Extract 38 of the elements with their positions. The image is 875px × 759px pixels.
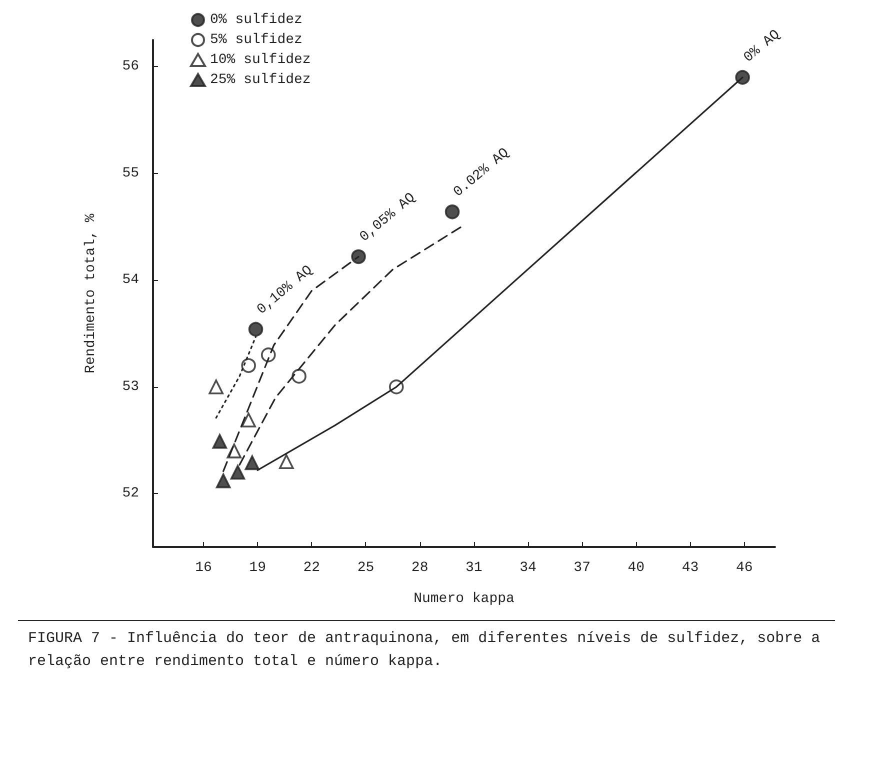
x-tick-label: 31 <box>466 560 482 576</box>
point <box>261 347 276 362</box>
point <box>735 70 750 85</box>
legend-label: 0% sulfidez <box>210 12 302 28</box>
x-tick-label: 22 <box>303 560 320 576</box>
point <box>279 454 294 470</box>
legend-label: 5% sulfidez <box>210 32 302 48</box>
point <box>351 249 366 264</box>
y-tick-label: 53 <box>122 378 139 395</box>
x-tick-label: 46 <box>736 560 753 576</box>
point <box>244 455 260 470</box>
x-tick-label: 34 <box>520 560 536 576</box>
x-tick-label: 28 <box>411 560 428 576</box>
x-tick-label: 25 <box>357 560 374 576</box>
point <box>444 204 460 220</box>
point <box>241 412 256 428</box>
y-tick-label: 56 <box>122 58 139 75</box>
x-tick-label: 19 <box>249 560 266 576</box>
point <box>212 434 228 449</box>
legend-label: 10% sulfidez <box>210 52 311 68</box>
point <box>230 464 246 480</box>
x-axis-title: Numero kappa <box>414 591 514 607</box>
x-tick-label: 40 <box>628 560 645 576</box>
point <box>208 379 224 394</box>
point <box>248 322 264 337</box>
x-tick-label: 37 <box>574 560 590 576</box>
point <box>241 358 256 373</box>
annotation: 0% AQ <box>740 26 784 66</box>
x-tick-label: 43 <box>682 560 699 576</box>
x-tick-label: 16 <box>195 560 212 576</box>
point <box>292 368 306 384</box>
y-tick-label: 52 <box>122 486 139 502</box>
y-tick-label: 54 <box>122 272 139 288</box>
legend-label: 25% sulfidez <box>210 72 311 88</box>
text: FIGURA 7 - Influência do teor de antraquinona, em diferentes níveis de sulfidez, sobre a relação entre rendimento total e número kappa. <box>18 620 835 680</box>
y-axis-title: Rendimento total, % <box>83 213 99 374</box>
y-tick-label: 55 <box>122 165 139 182</box>
point <box>216 473 231 488</box>
